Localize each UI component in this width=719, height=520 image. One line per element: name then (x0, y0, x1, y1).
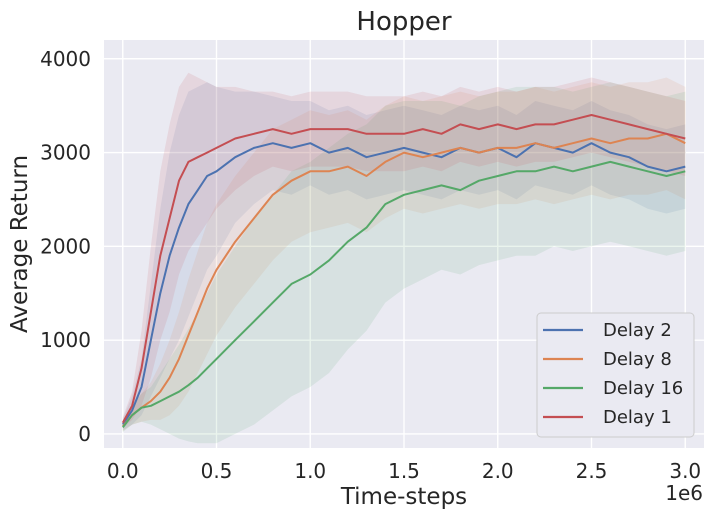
x-tick-label: 0.0 (107, 459, 139, 483)
band-delay-8 (122, 77, 686, 432)
series-lines (121, 114, 686, 429)
legend-label: Delay 8 (603, 349, 672, 370)
band-delay-16 (122, 82, 686, 444)
legend-label: Delay 16 (603, 378, 683, 399)
x-tick-label: 0.5 (201, 459, 233, 483)
line-delay-1 (121, 114, 686, 424)
legend-box (536, 312, 695, 438)
y-tick-labels: 0 1000 2000 3000 4000 (40, 47, 91, 446)
x-tick-label: 3.0 (669, 459, 701, 483)
line-delay-2 (121, 142, 686, 426)
x-tick-label: 1.5 (388, 459, 420, 483)
y-tick-label: 4000 (40, 47, 91, 71)
x-tick-label: 2.0 (482, 459, 514, 483)
band-delay-1 (122, 72, 686, 429)
chart-title: Hopper (356, 7, 451, 37)
legend-label: Delay 1 (603, 407, 672, 428)
y-tick-label: 0 (78, 422, 91, 446)
x-axis-offset-label: 1e6 (665, 481, 703, 505)
x-tick-label: 1.0 (294, 459, 326, 483)
x-axis-label: Time-steps (340, 484, 467, 510)
legend: Delay 2 Delay 8 Delay 16 Delay 1 (536, 312, 695, 438)
line-delay-8 (122, 132, 686, 428)
y-tick-label: 2000 (40, 234, 91, 258)
x-tick-labels: 0.0 0.5 1.0 1.5 2.0 2.5 3.0 (107, 459, 701, 483)
y-tick-label: 1000 (40, 328, 91, 352)
legend-label: Delay 2 (603, 320, 672, 341)
x-tick-label: 2.5 (576, 459, 608, 483)
y-tick-label: 3000 (40, 141, 91, 165)
line-delay-16 (122, 160, 686, 429)
y-axis-label: Average Return (7, 155, 33, 333)
